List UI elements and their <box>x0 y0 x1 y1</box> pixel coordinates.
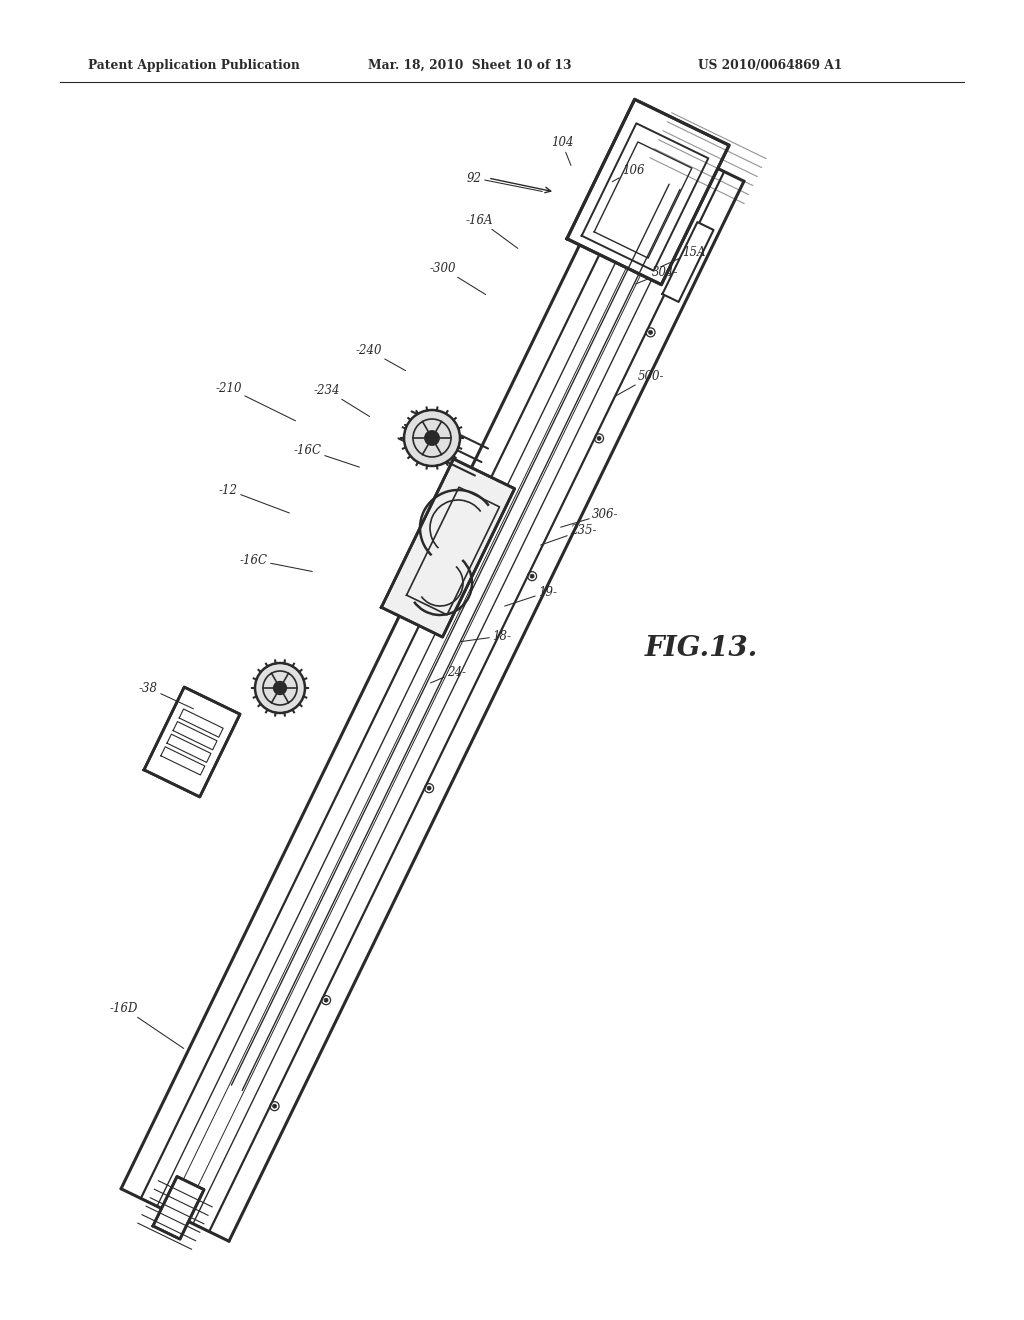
Text: Mar. 18, 2010  Sheet 10 of 13: Mar. 18, 2010 Sheet 10 of 13 <box>368 58 571 71</box>
Text: -16A: -16A <box>466 214 518 248</box>
Text: 235-: 235- <box>541 524 597 545</box>
Text: 104: 104 <box>551 136 573 165</box>
Text: -300: -300 <box>429 261 485 294</box>
Circle shape <box>648 330 652 334</box>
Circle shape <box>425 430 439 445</box>
Text: 106: 106 <box>612 164 644 182</box>
Polygon shape <box>381 459 515 638</box>
Text: 92: 92 <box>467 172 543 191</box>
Text: US 2010/0064869 A1: US 2010/0064869 A1 <box>698 58 843 71</box>
Circle shape <box>272 1104 276 1109</box>
Polygon shape <box>663 222 714 302</box>
Text: 304-: 304- <box>636 265 679 284</box>
Text: -234: -234 <box>313 384 370 417</box>
Text: 18-: 18- <box>461 630 511 643</box>
Text: 19-: 19- <box>505 586 557 606</box>
Text: Patent Application Publication: Patent Application Publication <box>88 58 300 71</box>
Circle shape <box>530 574 535 578</box>
Text: 500-: 500- <box>614 370 665 396</box>
Polygon shape <box>153 1176 204 1239</box>
Polygon shape <box>567 99 729 285</box>
Text: -240: -240 <box>355 343 406 371</box>
Text: -38: -38 <box>139 681 194 709</box>
Circle shape <box>404 411 460 466</box>
Circle shape <box>255 663 305 713</box>
Text: -16C: -16C <box>294 444 359 467</box>
Text: 306-: 306- <box>561 507 618 527</box>
Text: FIG.13.: FIG.13. <box>645 635 758 661</box>
Text: -16C: -16C <box>240 553 312 572</box>
Text: 24-: 24- <box>430 665 466 682</box>
Circle shape <box>273 681 287 694</box>
Text: -12: -12 <box>219 483 290 513</box>
Circle shape <box>324 998 328 1002</box>
Text: -210: -210 <box>215 381 296 421</box>
Circle shape <box>597 437 601 441</box>
Text: 15A: 15A <box>660 246 706 267</box>
Polygon shape <box>144 688 240 797</box>
Circle shape <box>427 787 431 791</box>
Text: -16D: -16D <box>110 1002 183 1048</box>
